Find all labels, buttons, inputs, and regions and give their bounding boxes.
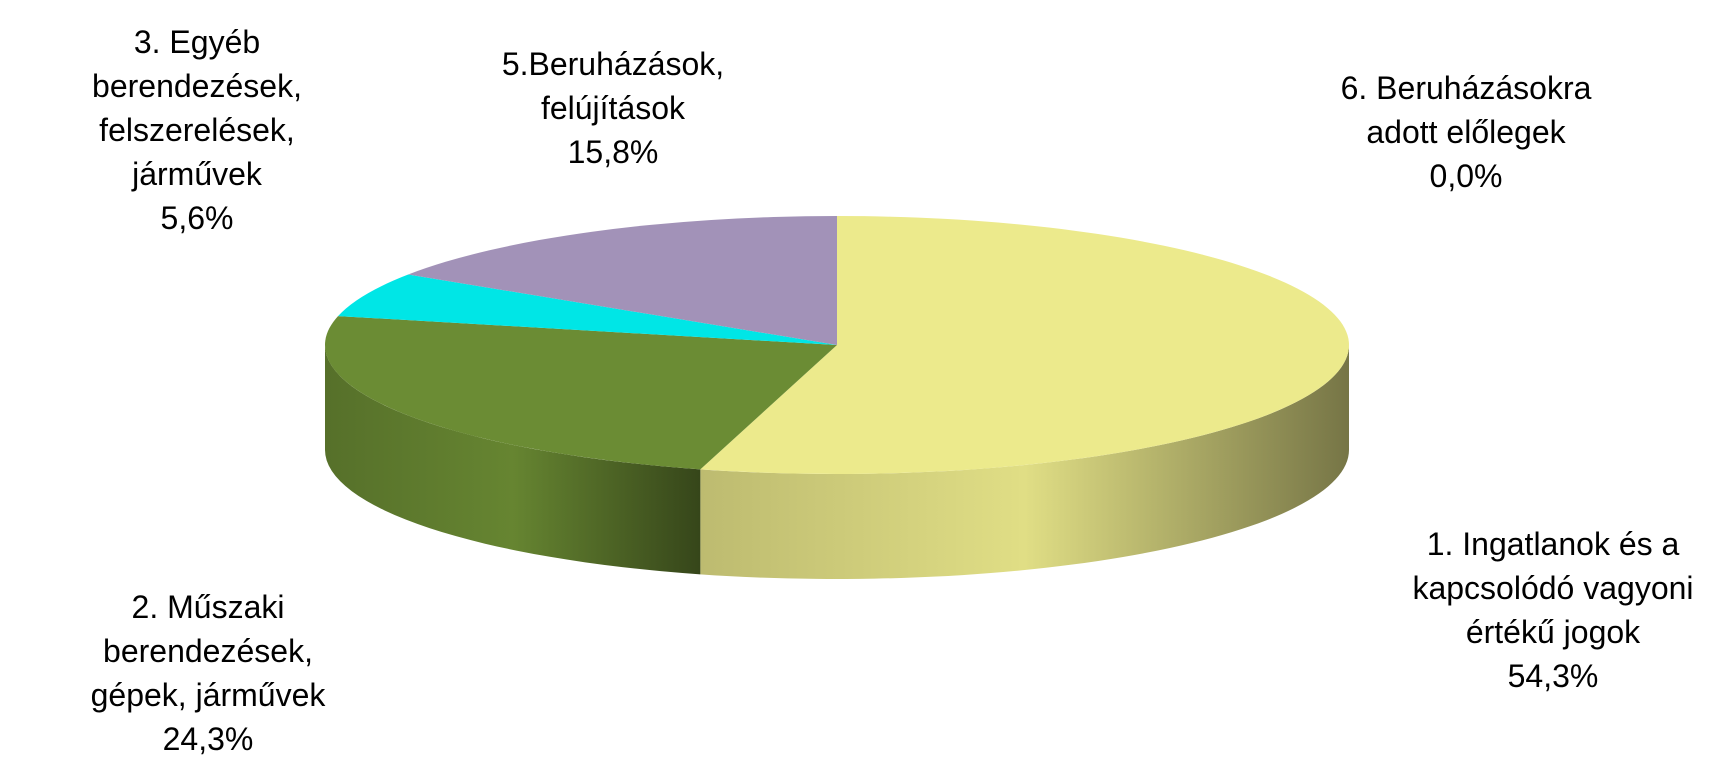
value-label: 15,8% xyxy=(567,134,659,170)
value-label: 0,0% xyxy=(1429,158,1503,194)
value-label: 5,6% xyxy=(160,200,234,236)
category-label: 6. Beruházásokra adott előlegek xyxy=(1340,70,1592,150)
slice-label: 5.Beruházások, felújítások 15,8% xyxy=(468,42,758,174)
category-label: 1. Ingatlanok és a kapcsolódó vagyoni ér… xyxy=(1412,526,1694,650)
slice-label: 6. Beruházásokra adott előlegek 0,0% xyxy=(1306,66,1626,198)
value-label: 54,3% xyxy=(1507,658,1599,694)
category-label: 2. Műszaki berendezések, gépek, járművek xyxy=(90,589,326,713)
pie-slice xyxy=(700,216,1350,474)
pie-side xyxy=(700,345,1349,579)
slice-label: 2. Műszaki berendezések, gépek, járművek… xyxy=(58,585,358,759)
category-label: 3. Egyéb berendezések, felszerelések, já… xyxy=(92,24,302,192)
value-label: 24,3% xyxy=(162,721,254,757)
pie-slice xyxy=(325,316,837,470)
pie-side xyxy=(325,345,701,575)
slice-label: 1. Ingatlanok és a kapcsolódó vagyoni ér… xyxy=(1408,522,1698,698)
slice-label: 3. Egyéb berendezések, felszerelések, já… xyxy=(62,20,332,240)
category-label: 5.Beruházások, felújítások xyxy=(501,46,725,126)
pie-slice xyxy=(338,274,837,345)
pie-slice xyxy=(408,216,837,345)
